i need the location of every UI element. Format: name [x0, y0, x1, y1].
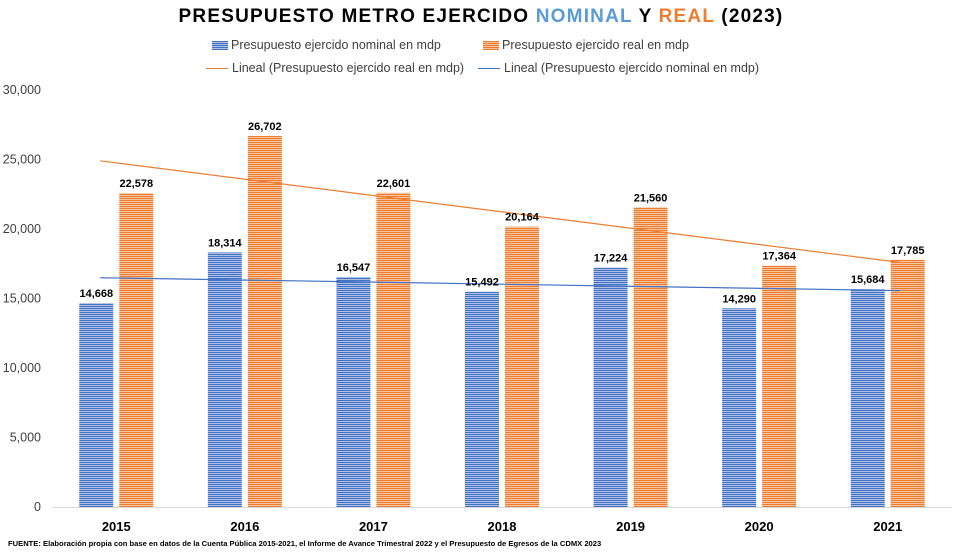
title-nominal-word: NOMINAL [535, 6, 633, 27]
legend-item-nominal-trend: Lineal (Presupuesto ejercido nominal en … [478, 61, 759, 75]
bar-nominal-2021 [850, 288, 885, 507]
data-label-real-2015: 22,578 [119, 178, 153, 190]
bar-real-2015 [119, 193, 154, 507]
bar-real-2018 [505, 226, 539, 507]
bar-real-2021 [890, 259, 925, 507]
y-tick-label: 5,000 [10, 431, 41, 445]
x-tick-label: 2020 [745, 519, 774, 534]
data-label-real-2016: 26,702 [248, 121, 282, 133]
data-label-real-2020: 17,364 [762, 251, 797, 263]
bar-nominal-2016 [207, 252, 242, 507]
x-tick-label: 2019 [616, 519, 645, 534]
bar-nominal-2018 [465, 291, 499, 507]
legend-item-real-trend: Lineal (Presupuesto ejercido real en mdp… [206, 61, 464, 75]
y-tick-label: 25,000 [3, 153, 41, 167]
data-label-nominal-2020: 14,290 [722, 293, 756, 305]
trendline-real [100, 160, 900, 263]
chart-title: PRESUPUESTO METRO EJERCIDO NOMINAL Y REA… [0, 6, 962, 28]
bar-real-2016 [247, 135, 282, 507]
data-label-nominal-2018: 15,492 [465, 277, 499, 289]
y-tick-label: 15,000 [3, 292, 41, 306]
bar-real-2020 [762, 265, 797, 507]
legend-label-real-trend: Lineal (Presupuesto ejercido real en mdp… [232, 61, 465, 75]
title-part-1: PRESUPUESTO METRO EJERCIDO [178, 6, 536, 27]
data-label-real-2019: 21,560 [634, 192, 668, 204]
trendline-nominal [100, 277, 900, 292]
legend-label-nominal-bar: Presupuesto ejercido nominal en mdp [231, 38, 441, 52]
legend-line-nominal-trend [478, 67, 500, 69]
data-labels-group: 14,668 22,578 18,314 26,702 16,547 22,601 15,4… [79, 121, 924, 306]
bar-real-2017 [376, 192, 411, 507]
legend-swatch-real [483, 40, 499, 50]
y-tick-label: 10,000 [3, 361, 41, 375]
data-label-nominal-2015: 14,668 [79, 288, 113, 300]
data-label-nominal-2021: 15,684 [851, 274, 886, 286]
x-axis: 2015 2016 2017 2018 2019 2020 2021 [52, 507, 952, 534]
bars-group [79, 135, 925, 508]
x-tick-label: 2016 [230, 519, 259, 534]
data-label-real-2017: 22,601 [377, 178, 411, 190]
data-label-nominal-2017: 16,547 [337, 262, 371, 274]
y-axis: 0 5,000 10,000 15,000 20,000 25,000 30,000 [3, 83, 41, 514]
x-tick-label: 2018 [488, 519, 517, 534]
title-real-word: REAL [658, 6, 715, 27]
y-tick-label: 30,000 [3, 83, 41, 97]
data-label-real-2018: 20,164 [505, 212, 540, 224]
x-tick-label: 2017 [359, 519, 388, 534]
bar-nominal-2015 [79, 303, 114, 507]
data-label-nominal-2019: 17,224 [594, 253, 629, 265]
bar-real-2019 [633, 207, 668, 508]
source-footnote: FUENTE: Elaboración propia con base en d… [8, 539, 602, 548]
bar-nominal-2019 [593, 267, 628, 507]
title-part-3: (2023) [714, 6, 784, 27]
legend-line-real-trend [206, 67, 228, 69]
y-tick-label: 20,000 [3, 222, 41, 236]
legend-item-real-bar: Presupuesto ejercido real en mdp [483, 38, 689, 52]
legend-label-nominal-trend: Lineal (Presupuesto ejercido nominal en … [504, 61, 760, 75]
data-label-nominal-2016: 18,314 [208, 237, 243, 249]
bar-nominal-2017 [336, 276, 371, 507]
y-tick-label: 0 [34, 500, 41, 514]
x-tick-label: 2015 [102, 519, 131, 534]
bar-nominal-2020 [722, 308, 757, 507]
x-tick-label: 2021 [873, 519, 902, 534]
legend-swatch-nominal [212, 40, 228, 50]
legend-label-real-bar: Presupuesto ejercido real en mdp [502, 38, 689, 52]
title-part-2: Y [632, 6, 659, 27]
trendlines-group [100, 160, 900, 292]
data-label-real-2021: 17,785 [891, 245, 925, 257]
legend-item-nominal-bar: Presupuesto ejercido nominal en mdp [212, 38, 441, 52]
